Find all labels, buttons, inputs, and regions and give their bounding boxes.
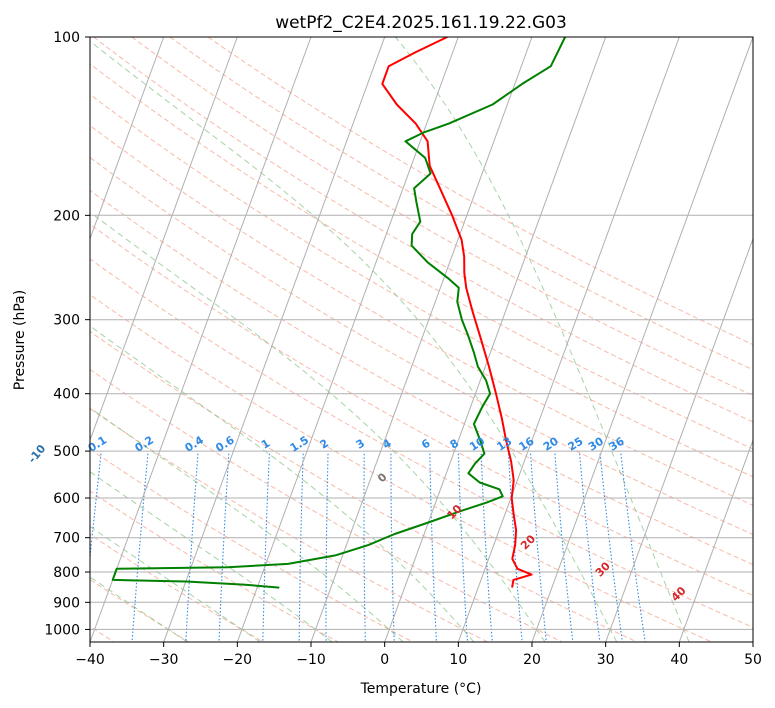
x-tick-label: 10 <box>449 652 467 668</box>
dry-adiabat <box>93 37 753 423</box>
x-axis-label: Temperature (°C) <box>360 681 482 697</box>
x-tick-label: 0 <box>380 652 389 668</box>
isotherm-line <box>236 37 459 642</box>
mixing-ratio-line <box>579 453 601 642</box>
isotherm-line <box>90 37 312 642</box>
isotherm-line <box>678 438 753 642</box>
y-tick-label: 600 <box>53 491 80 507</box>
x-tick-label: 40 <box>670 652 688 668</box>
mixing-ratio-label: 3 <box>354 437 367 452</box>
x-tick-label: −30 <box>149 652 179 668</box>
isotherm-line <box>163 37 386 642</box>
mixing-ratio-line <box>363 453 366 642</box>
mixing-ratio-line <box>530 453 547 642</box>
moist-adiabat <box>90 471 333 642</box>
y-tick-label: 100 <box>53 30 80 46</box>
x-tick-label: −20 <box>223 652 253 668</box>
dry-adiabat <box>90 533 264 642</box>
chart-title: wetPf2_C2E4.2025.161.19.22.G03 <box>275 13 567 33</box>
mixing-ratio-line <box>218 453 230 642</box>
y-tick-label: 400 <box>53 387 80 403</box>
dry-adiabat <box>90 63 753 450</box>
moist-adiabat-label: 10 <box>445 502 465 522</box>
x-tick-label: 30 <box>597 652 615 668</box>
y-tick-label: 500 <box>53 444 80 460</box>
profiles <box>111 37 566 589</box>
temperature-profile <box>381 37 533 588</box>
dry-adiabat <box>90 223 753 597</box>
dewpoint-profile <box>111 37 566 589</box>
dry-adiabat <box>131 37 753 397</box>
mixing-ratio-label: 0.1 <box>86 433 109 454</box>
isotherm-line <box>457 37 680 642</box>
mixing-ratio-line <box>457 453 469 642</box>
isotherm-line <box>90 37 165 241</box>
y-axis-label: Pressure (hPa) <box>12 290 28 390</box>
x-tick-label: −10 <box>296 652 326 668</box>
mixing-ratio-line <box>262 453 270 642</box>
dry-adiabat <box>90 490 339 642</box>
mixing-ratio-label: 2 <box>318 437 331 452</box>
y-tick-label: 200 <box>53 208 80 224</box>
y-tick-label: 300 <box>53 313 80 329</box>
dry-adiabat-label: -10 <box>26 442 49 466</box>
moist-adiabat <box>90 576 188 642</box>
isotherm-line <box>752 640 753 642</box>
background-lines <box>90 37 753 642</box>
dry-adiabat <box>207 37 753 346</box>
x-axis-ticks: −40 −30 −20 −10 0 10 20 30 40 50 <box>75 642 762 668</box>
x-tick-label: −40 <box>75 652 105 668</box>
moist-adiabat <box>90 40 618 642</box>
mixing-ratio-line <box>554 453 574 642</box>
moist-adiabat <box>90 325 475 642</box>
dry-adiabat <box>90 330 638 642</box>
mixing-ratio-line <box>185 453 199 642</box>
mixing-ratio-line <box>620 453 646 642</box>
moist-adiabat <box>395 37 690 642</box>
dry-adiabat <box>90 294 712 642</box>
moist-adiabat <box>90 211 546 642</box>
isotherm-line <box>310 37 533 642</box>
mixing-ratio-line <box>599 453 623 642</box>
dry-adiabat <box>90 156 753 536</box>
moist-adiabat <box>90 407 404 642</box>
mixing-ratio-line <box>90 453 102 563</box>
x-tick-label: 50 <box>744 652 762 668</box>
mixing-ratio-label: 6 <box>419 436 433 451</box>
dry-adiabat <box>90 578 190 642</box>
mixing-ratio-label: 1.5 <box>288 433 311 454</box>
mixing-ratio-label: 1 <box>259 437 272 452</box>
mixing-ratio-line <box>480 453 493 642</box>
mixing-ratio-line <box>390 453 395 642</box>
y-axis-ticks: 100 200 300 400 500 600 700 800 900 1000 <box>44 30 90 638</box>
plot-frame <box>89 36 754 643</box>
mixing-ratio-line <box>298 453 304 642</box>
mixing-ratio-line <box>429 453 437 642</box>
isotherm-line <box>605 237 753 642</box>
isotherm-line <box>384 37 607 642</box>
moist-adiabat-label: 20 <box>518 532 538 552</box>
dry-adiabat <box>90 368 563 642</box>
line-labels: 0.10.20.40.611.52346810131620253036-100-… <box>26 433 689 604</box>
mixing-ratio-label: 4 <box>380 436 394 451</box>
isotherm-line <box>90 37 238 442</box>
y-tick-label: 800 <box>53 565 80 581</box>
y-tick-label: 700 <box>53 531 80 547</box>
y-tick-label: 1000 <box>44 622 80 638</box>
x-tick-label: 20 <box>523 652 541 668</box>
dry-adiabat <box>90 407 488 642</box>
moist-adiabat-label: 0 <box>375 470 390 485</box>
isotherm-line <box>531 37 753 642</box>
y-tick-label: 900 <box>53 595 80 611</box>
